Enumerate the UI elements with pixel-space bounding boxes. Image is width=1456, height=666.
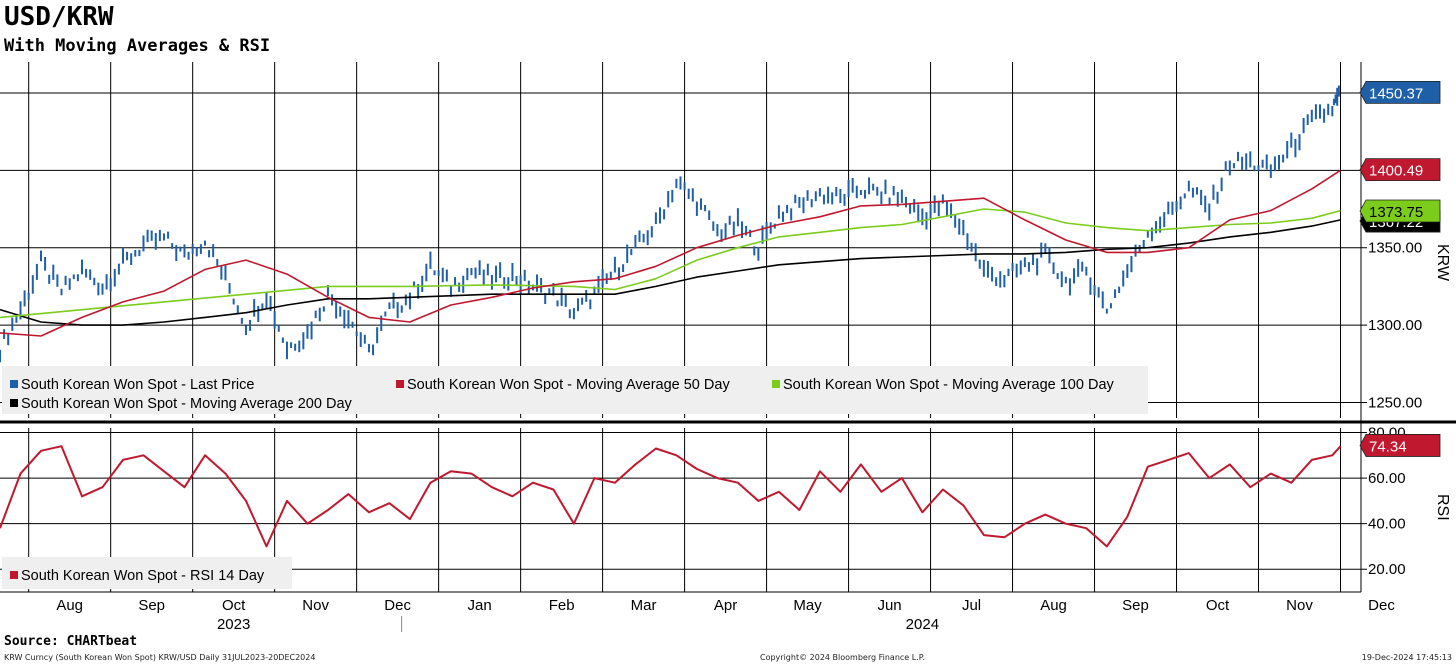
x-tick-label: Sep bbox=[1122, 597, 1149, 614]
legend-ma100: South Korean Won Spot - Moving Average 1… bbox=[783, 377, 1115, 393]
legend-price-swatch bbox=[10, 380, 18, 388]
x-tick-label: Dec bbox=[384, 597, 411, 614]
x-tick-label: Aug bbox=[56, 597, 83, 614]
footer-copyright: Copyright© 2024 Bloomberg Finance L.P. bbox=[760, 653, 925, 662]
legend-ma200-swatch bbox=[10, 399, 18, 407]
legend-price: South Korean Won Spot - Last Price bbox=[21, 377, 254, 393]
chart-title: USD/KRW bbox=[4, 2, 114, 32]
legend-rsi: South Korean Won Spot - RSI 14 Day bbox=[21, 568, 265, 584]
x-tick-label: Apr bbox=[714, 597, 737, 614]
rsi-tick-label: 60.00 bbox=[1368, 470, 1406, 487]
rsi-tick-label: 20.00 bbox=[1368, 561, 1406, 578]
x-tick-label: Dec bbox=[1368, 597, 1395, 614]
rsi-axis-title: RSI bbox=[1434, 494, 1451, 521]
x-tick-label: May bbox=[793, 597, 822, 614]
footer-description: KRW Curncy (South Korean Won Spot) KRW/U… bbox=[4, 653, 316, 662]
x-tick-label: Jun bbox=[877, 597, 901, 614]
price-end-label: 1450.37 bbox=[1369, 85, 1423, 102]
rsi-line bbox=[0, 445, 1342, 548]
price-legend-box bbox=[2, 366, 1148, 414]
ma50-end-label-box bbox=[1359, 158, 1441, 181]
ma200-line bbox=[0, 219, 1341, 326]
price-tick-label: 1300.00 bbox=[1368, 317, 1422, 334]
legend-ma50-swatch bbox=[396, 380, 404, 388]
rsi-legend-box bbox=[2, 557, 292, 589]
year-label: 2024 bbox=[906, 616, 939, 633]
price-end-label-box bbox=[1359, 80, 1441, 104]
x-tick-label: Jul bbox=[962, 597, 981, 614]
rsi-end-label: 74.34 bbox=[1369, 438, 1407, 455]
year-label: 2023 bbox=[217, 616, 250, 633]
source-note: Source: CHARTbeat bbox=[4, 634, 138, 649]
ma100-end-label: 1373.75 bbox=[1369, 204, 1423, 221]
x-tick-label: Nov bbox=[302, 597, 329, 614]
x-tick-label: Oct bbox=[222, 597, 246, 614]
chart-subtitle: With Moving Averages & RSI bbox=[4, 36, 271, 56]
price-bars bbox=[0, 85, 1340, 363]
legend-rsi-swatch bbox=[10, 571, 18, 579]
grid-lines bbox=[0, 62, 1361, 592]
x-tick-label: Sep bbox=[138, 597, 165, 614]
ma100-line bbox=[0, 208, 1341, 319]
price-tick-label: 1350.00 bbox=[1368, 240, 1422, 257]
legend-ma200: South Korean Won Spot - Moving Average 2… bbox=[21, 396, 353, 412]
legend-ma100-swatch bbox=[772, 380, 780, 388]
price-tick-label: 1250.00 bbox=[1368, 395, 1422, 412]
x-tick-label: Jan bbox=[468, 597, 492, 614]
x-tick-label: Feb bbox=[549, 597, 575, 614]
footer-timestamp: 19-Dec-2024 17:45:13 bbox=[1361, 653, 1452, 662]
ma50-line bbox=[0, 169, 1341, 337]
price-axis-title: KRW bbox=[1434, 244, 1451, 282]
x-tick-label: Aug bbox=[1040, 597, 1067, 614]
rsi-tick-label: 40.00 bbox=[1368, 516, 1406, 533]
x-tick-label: Mar bbox=[631, 597, 657, 614]
rsi-end-label-box bbox=[1359, 434, 1441, 457]
legend-ma50: South Korean Won Spot - Moving Average 5… bbox=[407, 377, 730, 393]
x-tick-label: Nov bbox=[1286, 597, 1313, 614]
x-tick-label: Oct bbox=[1206, 597, 1230, 614]
ma100-end-label-box bbox=[1359, 199, 1441, 223]
ma50-end-label: 1400.49 bbox=[1369, 163, 1423, 180]
